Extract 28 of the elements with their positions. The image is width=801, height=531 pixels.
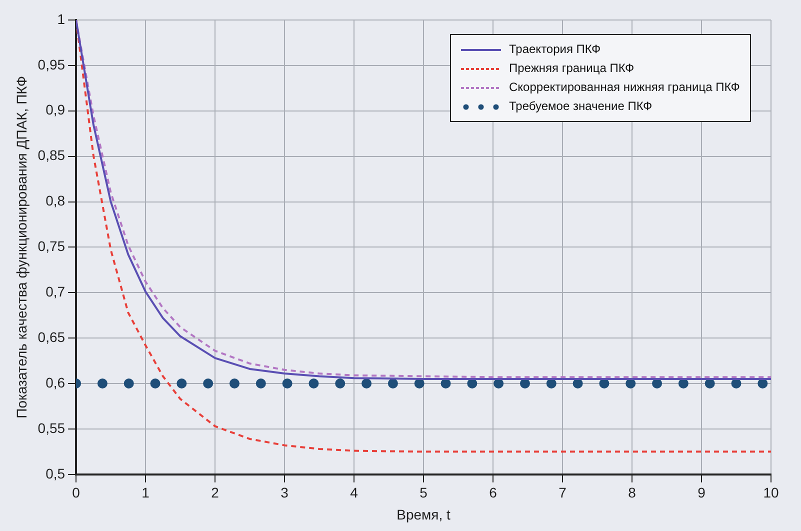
y-tick-label: 0,95 bbox=[38, 56, 66, 72]
y-tick-label: 0,85 bbox=[38, 147, 66, 164]
y-tick-label: 0,8 bbox=[46, 192, 66, 209]
y-axis-title: Показатель качества функционирования ДПАК, ПКФ bbox=[13, 76, 30, 418]
x-tick-label: 7 bbox=[558, 484, 567, 501]
x-tick-label: 0 bbox=[72, 484, 80, 501]
y-tick-label: 1 bbox=[57, 10, 66, 27]
y-tick-label: 0,7 bbox=[46, 284, 66, 300]
y-tick-label: 0,9 bbox=[46, 102, 66, 118]
x-tick-label: 6 bbox=[489, 484, 498, 501]
y-tick-label: 0,5 bbox=[46, 465, 66, 482]
x-tick-label: 3 bbox=[280, 484, 289, 501]
x-tick-label: 2 bbox=[211, 484, 220, 501]
y-tick-label: 0,6 bbox=[46, 374, 66, 390]
y-tick-label: 0,65 bbox=[38, 328, 66, 345]
x-tick-label: 8 bbox=[628, 484, 636, 501]
x-tick-label: 4 bbox=[350, 484, 358, 501]
legend-label: Траектория ПКФ bbox=[509, 41, 601, 58]
y-tick-label: 0,55 bbox=[38, 420, 66, 436]
legend-label: Прежняя граница ПКФ bbox=[509, 60, 634, 77]
y-tick-label: 0,75 bbox=[38, 238, 66, 254]
x-tick-label: 10 bbox=[763, 484, 779, 501]
x-tick-label: 1 bbox=[142, 484, 150, 501]
x-tick-label: 9 bbox=[698, 484, 706, 501]
legend-label: Скорректированная нижняя граница ПКФ bbox=[509, 79, 740, 96]
x-tick-label: 5 bbox=[420, 484, 428, 501]
x-axis-title: Время, t bbox=[396, 506, 451, 522]
legend-label: Требуемое значение ПКФ bbox=[509, 98, 652, 115]
